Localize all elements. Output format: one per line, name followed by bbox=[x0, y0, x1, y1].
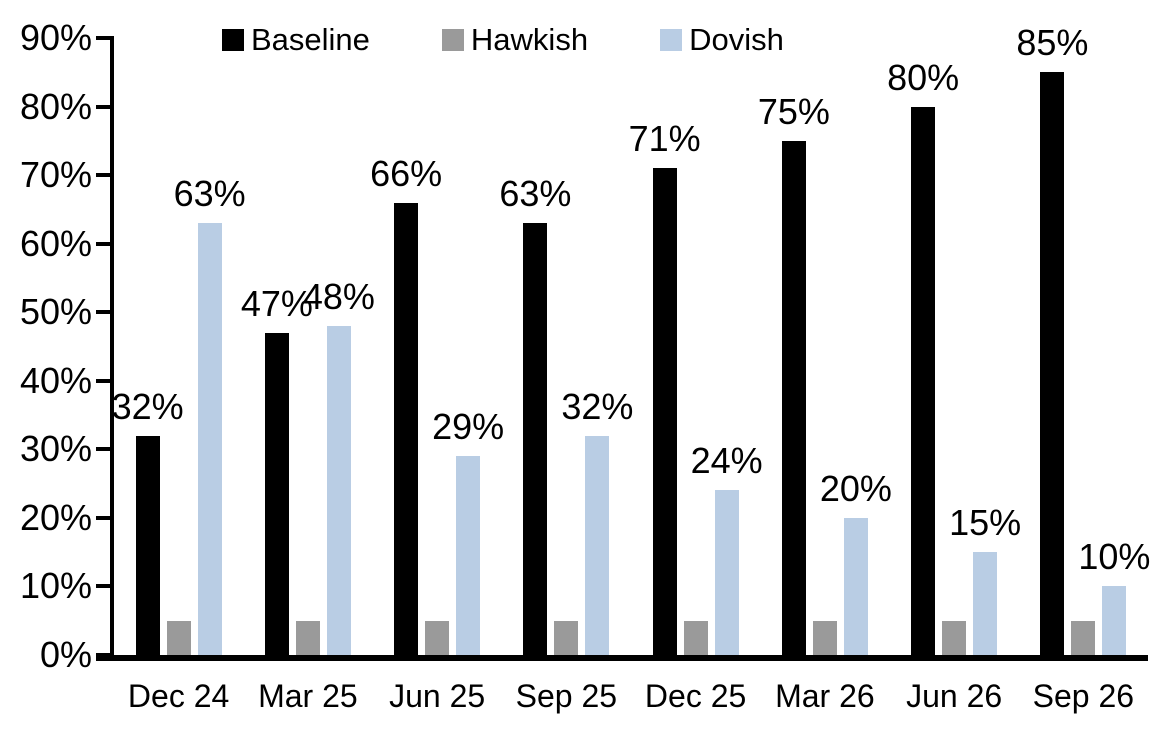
plot-area: 32% 63% 47% 48% 66% 29% 63% 32% 71% 24% 75% 20% 80% 1… bbox=[112, 24, 1150, 655]
y-axis-line bbox=[110, 36, 114, 660]
x-label-jun-25: Jun 25 bbox=[389, 678, 486, 714]
legend-swatch-hawkish bbox=[441, 28, 464, 51]
bar-group-mar-25: 47% 48% bbox=[241, 38, 375, 655]
bar-label-baseline-dec-25: 71% bbox=[628, 118, 701, 160]
y-tick-label-40: 40% bbox=[19, 359, 92, 401]
y-tick-label-60: 60% bbox=[19, 222, 92, 264]
bar-baseline-dec-24: 32% bbox=[112, 387, 184, 655]
bar-hawkish-dec-24 bbox=[166, 620, 191, 655]
x-axis-labels: Dec 24 Mar 25 Jun 25 Sep 25 Dec 25 Mar 26 Jun … bbox=[114, 678, 1148, 714]
bar-dovish-jun-25: 29% bbox=[432, 408, 504, 655]
y-tick-30 bbox=[96, 447, 110, 452]
bar-group-sep-25: 63% 32% bbox=[499, 38, 633, 655]
bar-hawkish-sep-26 bbox=[1071, 620, 1096, 655]
bar-dovish-dec-25: 24% bbox=[691, 442, 763, 655]
chart-legend: Baseline Hawkish Dovish bbox=[222, 24, 784, 55]
bar-hawkish-jun-25 bbox=[425, 620, 450, 655]
y-tick-20 bbox=[96, 515, 110, 520]
bar-label-baseline-jun-26: 80% bbox=[887, 56, 960, 98]
bar-label-dovish-sep-25: 32% bbox=[561, 385, 634, 427]
legend-swatch-dovish bbox=[660, 28, 683, 51]
y-tick-80 bbox=[96, 104, 110, 109]
x-label-sep-26: Sep 26 bbox=[1032, 678, 1135, 714]
y-tick-label-80: 80% bbox=[19, 85, 92, 127]
y-tick-40 bbox=[96, 378, 110, 383]
y-tick-90 bbox=[96, 36, 110, 40]
legend-swatch-baseline bbox=[222, 28, 244, 51]
bar-label-baseline-jun-25: 66% bbox=[370, 152, 443, 194]
x-label-sep-25: Sep 25 bbox=[515, 678, 618, 714]
legend-item-hawkish: Hawkish bbox=[441, 22, 589, 57]
y-tick-0 bbox=[96, 653, 110, 657]
bar-group-dec-25: 71% 24% bbox=[629, 38, 763, 655]
legend-label-baseline: Baseline bbox=[251, 22, 370, 57]
bar-label-baseline-dec-24: 32% bbox=[111, 385, 184, 427]
bar-group-mar-26: 75% 20% bbox=[758, 38, 892, 655]
bar-label-dovish-jun-25: 29% bbox=[432, 406, 505, 448]
x-label-mar-25: Mar 25 bbox=[258, 678, 358, 714]
x-label-mar-26: Mar 26 bbox=[775, 678, 875, 714]
bar-baseline-sep-26: 85% bbox=[1016, 24, 1088, 655]
bar-label-dovish-sep-26: 10% bbox=[1078, 536, 1151, 578]
bar-dovish-sep-25: 32% bbox=[561, 387, 633, 655]
y-tick-label-30: 30% bbox=[19, 428, 92, 470]
bar-hawkish-mar-26 bbox=[812, 620, 837, 655]
bar-dovish-mar-25: 48% bbox=[303, 277, 375, 655]
y-tick-60 bbox=[96, 241, 110, 246]
legend-item-dovish: Dovish bbox=[660, 24, 784, 55]
bar-baseline-mar-25: 47% bbox=[241, 284, 313, 655]
x-axis-line bbox=[96, 655, 1148, 661]
y-tick-10 bbox=[96, 584, 110, 589]
bar-label-dovish-dec-24: 63% bbox=[173, 173, 246, 215]
bar-label-baseline-sep-26: 85% bbox=[1016, 22, 1089, 64]
bar-group-jun-25: 66% 29% bbox=[370, 38, 504, 655]
bar-dovish-jun-26: 15% bbox=[949, 504, 1021, 655]
y-tick-label-0: 0% bbox=[39, 634, 92, 675]
bar-dovish-sep-26: 10% bbox=[1078, 538, 1150, 655]
y-tick-label-10: 10% bbox=[19, 565, 92, 607]
bar-dovish-mar-26: 20% bbox=[820, 469, 892, 655]
x-label-dec-24: Dec 24 bbox=[127, 678, 230, 714]
bar-baseline-dec-25: 71% bbox=[629, 120, 701, 655]
bar-label-baseline-mar-26: 75% bbox=[757, 90, 830, 132]
bar-label-dovish-mar-25: 48% bbox=[302, 275, 375, 317]
bar-label-baseline-sep-25: 63% bbox=[499, 173, 572, 215]
bar-group-dec-24: 32% 63% bbox=[112, 38, 246, 655]
bar-group-sep-26: 85% 10% bbox=[1016, 24, 1150, 655]
legend-label-dovish: Dovish bbox=[689, 22, 784, 57]
x-label-dec-25: Dec 25 bbox=[644, 678, 747, 714]
bar-baseline-sep-25: 63% bbox=[499, 175, 571, 655]
bar-label-dovish-mar-26: 20% bbox=[819, 467, 892, 509]
bar-label-dovish-jun-26: 15% bbox=[949, 502, 1022, 544]
bar-baseline-mar-26: 75% bbox=[758, 92, 830, 655]
y-tick-label-50: 50% bbox=[19, 291, 92, 333]
bar-hawkish-dec-25 bbox=[683, 620, 708, 655]
bar-hawkish-jun-26 bbox=[942, 620, 967, 655]
bar-hawkish-mar-25 bbox=[295, 620, 320, 655]
y-tick-70 bbox=[96, 173, 110, 178]
x-label-jun-26: Jun 26 bbox=[906, 678, 1003, 714]
y-tick-label-70: 70% bbox=[19, 154, 92, 196]
y-tick-50 bbox=[96, 310, 110, 315]
legend-label-hawkish: Hawkish bbox=[470, 22, 589, 57]
y-tick-label-90: 90% bbox=[19, 17, 92, 58]
y-tick-label-20: 20% bbox=[19, 496, 92, 538]
bar-group-jun-26: 80% 15% bbox=[887, 38, 1021, 655]
bar-dovish-dec-24: 63% bbox=[174, 175, 246, 655]
bar-hawkish-sep-25 bbox=[554, 620, 579, 655]
bar-baseline-jun-26: 80% bbox=[887, 58, 959, 655]
legend-item-baseline: Baseline bbox=[222, 24, 370, 55]
bar-baseline-jun-25: 66% bbox=[370, 154, 442, 655]
bar-label-dovish-dec-25: 24% bbox=[690, 440, 763, 482]
bar-label-baseline-mar-25: 47% bbox=[240, 282, 313, 324]
